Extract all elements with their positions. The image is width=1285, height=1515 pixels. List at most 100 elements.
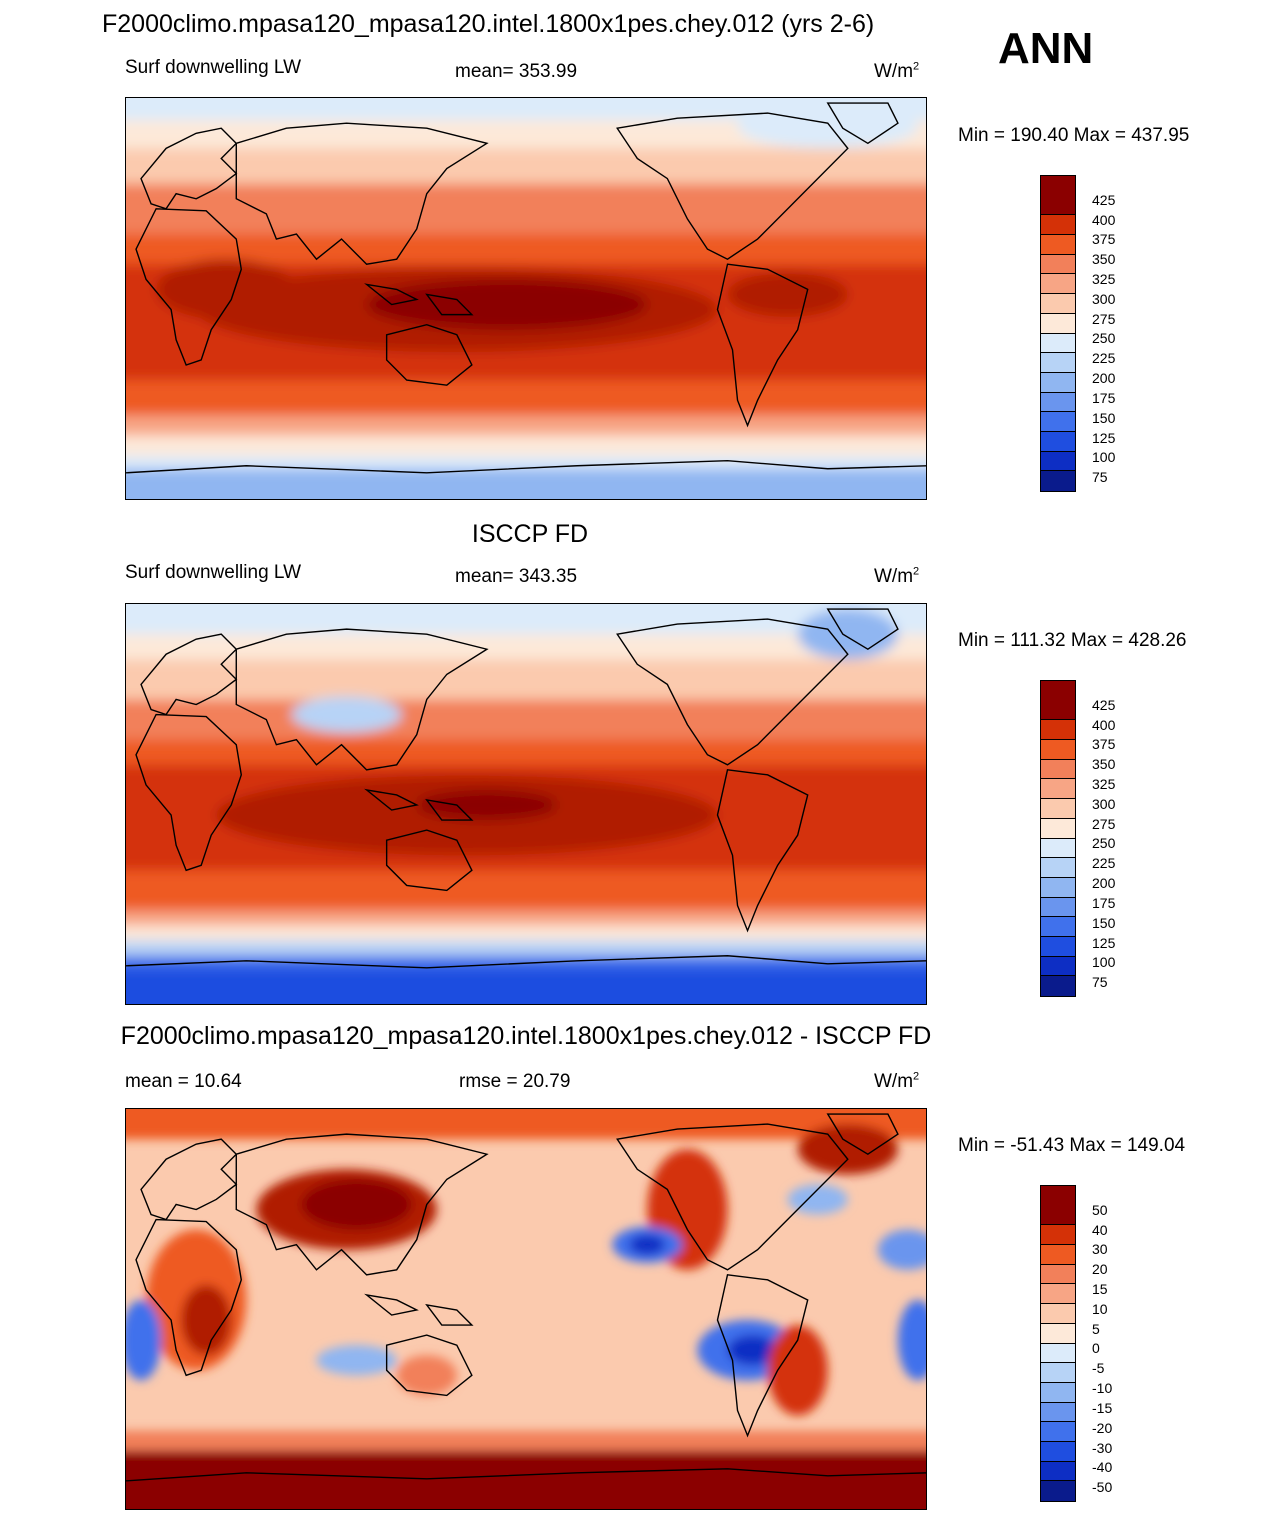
colorbar-swatch	[1041, 235, 1075, 255]
colorbar-swatch	[1041, 1402, 1075, 1423]
panel-rmse-label: rmse = 20.79	[459, 1071, 571, 1092]
colorbar-ticks: 425 400 375 350 325 300 275 250 225 200 175 150 125 1…	[1092, 680, 1132, 997]
colorbar-swatch	[1041, 294, 1075, 314]
panel-minmax: Min = 190.40 Max = 437.95	[958, 125, 1190, 146]
colorbar-tick-label: 0	[1092, 1340, 1100, 1357]
colorbar-swatch	[1041, 681, 1075, 721]
panel-title: F2000climo.mpasa120_mpasa120.intel.1800x…	[120, 1022, 932, 1050]
colorbar-tick-label: 175	[1092, 389, 1116, 406]
panel-title: ISCCP FD	[471, 520, 589, 548]
colorbar-swatch	[1041, 1225, 1075, 1246]
colorbar-swatch	[1041, 471, 1075, 491]
colorbar-tick-label: 425	[1092, 696, 1116, 713]
colorbar-swatch	[1041, 353, 1075, 373]
colorbar-swatch	[1041, 779, 1075, 800]
colorbar-swatch	[1041, 176, 1075, 216]
colorbar-tick-label: 300	[1092, 795, 1116, 812]
map-model-field	[126, 98, 926, 499]
map-model	[125, 97, 927, 500]
colorbar-tick-label: 400	[1092, 716, 1116, 733]
colorbar-tick-label: 250	[1092, 835, 1116, 852]
colorbar-swatch	[1041, 412, 1075, 432]
colorbar-tick-label: 175	[1092, 894, 1116, 911]
map-diff	[125, 1108, 927, 1510]
panel-units-label: W/m2	[874, 1070, 920, 1092]
colorbar-tick-label: 425	[1092, 191, 1116, 208]
colorbar-swatch	[1041, 858, 1075, 878]
colorbar-swatch	[1041, 1284, 1075, 1305]
panel-minmax: Min = -51.43 Max = 149.04	[958, 1135, 1186, 1156]
colorbar-tick-label: 375	[1092, 231, 1116, 248]
colorbar-swatch	[1041, 392, 1075, 413]
panel-mean-label: mean = 10.64	[125, 1071, 242, 1092]
map-obs-field	[126, 604, 926, 1004]
colorbar-tick-label: 75	[1092, 469, 1108, 486]
colorbar-tick-label: 5	[1092, 1320, 1100, 1337]
colorbar-tick-label: -10	[1092, 1380, 1113, 1397]
colorbar-tick-label: 125	[1092, 429, 1116, 446]
colorbar-tick-label: 325	[1092, 271, 1116, 288]
colorbar-tick-label: 50	[1092, 1201, 1108, 1218]
colorbar-tick-label: 350	[1092, 756, 1116, 773]
colorbar-tick-label: 350	[1092, 251, 1116, 268]
colorbar-swatch	[1041, 956, 1075, 977]
colorbar-swatch	[1041, 333, 1075, 354]
colorbar-obs	[1040, 680, 1076, 997]
colorbar-tick-label: 275	[1092, 310, 1116, 327]
colorbar-swatch	[1041, 936, 1075, 957]
colorbar-diff	[1040, 1185, 1076, 1502]
panel-minmax: Min = 111.32 Max = 428.26	[958, 630, 1187, 651]
colorbar-tick-label: 10	[1092, 1300, 1108, 1317]
colorbar-swatch	[1041, 799, 1075, 819]
colorbar-tick-label: 325	[1092, 776, 1116, 793]
colorbar-tick-label: 100	[1092, 954, 1116, 971]
colorbar-tick-label: -20	[1092, 1419, 1113, 1436]
map-obs	[125, 603, 927, 1005]
panel-mean-label: mean= 353.99	[455, 61, 578, 82]
panel-mean-label: mean= 343.35	[455, 566, 578, 587]
colorbar-swatch	[1041, 1323, 1075, 1344]
colorbar-swatch	[1041, 917, 1075, 937]
colorbar-swatch	[1041, 818, 1075, 839]
colorbar-tick-label: 30	[1092, 1241, 1108, 1258]
colorbar-swatch	[1041, 215, 1075, 236]
panel-variable-label: Surf downwelling LW	[125, 562, 302, 583]
colorbar-swatch	[1041, 838, 1075, 859]
colorbar-swatch	[1041, 897, 1075, 918]
colorbar-tick-label: 200	[1092, 875, 1116, 892]
colorbar-tick-label: 15	[1092, 1281, 1108, 1298]
colorbar-tick-label: -40	[1092, 1459, 1113, 1476]
colorbar-tick-label: 225	[1092, 350, 1116, 367]
colorbar-swatch	[1041, 1481, 1075, 1501]
colorbar-tick-label: 225	[1092, 855, 1116, 872]
figure-title: F2000climo.mpasa120_mpasa120.intel.1800x…	[102, 10, 875, 38]
colorbar-swatch	[1041, 1382, 1075, 1403]
colorbar-swatch	[1041, 1422, 1075, 1442]
colorbar-swatch	[1041, 451, 1075, 472]
season-label: ANN	[998, 24, 1094, 73]
colorbar-tick-label: 400	[1092, 211, 1116, 228]
colorbar-ticks: 425 400 375 350 325 300 275 250 225 200 175 150 125 1…	[1092, 175, 1132, 492]
colorbar-swatch	[1041, 740, 1075, 760]
colorbar-tick-label: -50	[1092, 1479, 1113, 1496]
colorbar-swatch	[1041, 372, 1075, 393]
colorbar-tick-label: 20	[1092, 1261, 1108, 1278]
panel-variable-label: Surf downwelling LW	[125, 57, 302, 78]
panel-units-label: W/m2	[874, 60, 920, 82]
colorbar-tick-label: 300	[1092, 290, 1116, 307]
colorbar-swatch	[1041, 1245, 1075, 1265]
colorbar-tick-label: 150	[1092, 409, 1116, 426]
colorbar-tick-label: 125	[1092, 934, 1116, 951]
colorbar-tick-label: 200	[1092, 370, 1116, 387]
colorbar-swatch	[1041, 274, 1075, 295]
panel-units-label: W/m2	[874, 565, 920, 587]
colorbar-tick-label: 100	[1092, 449, 1116, 466]
colorbar-swatch	[1041, 254, 1075, 275]
colorbar-model	[1040, 175, 1076, 492]
colorbar-swatch	[1041, 1461, 1075, 1482]
colorbar-swatch	[1041, 1304, 1075, 1324]
colorbar-tick-label: 275	[1092, 815, 1116, 832]
colorbar-swatch	[1041, 1441, 1075, 1462]
colorbar-tick-label: -5	[1092, 1360, 1105, 1377]
colorbar-tick-label: -15	[1092, 1399, 1113, 1416]
